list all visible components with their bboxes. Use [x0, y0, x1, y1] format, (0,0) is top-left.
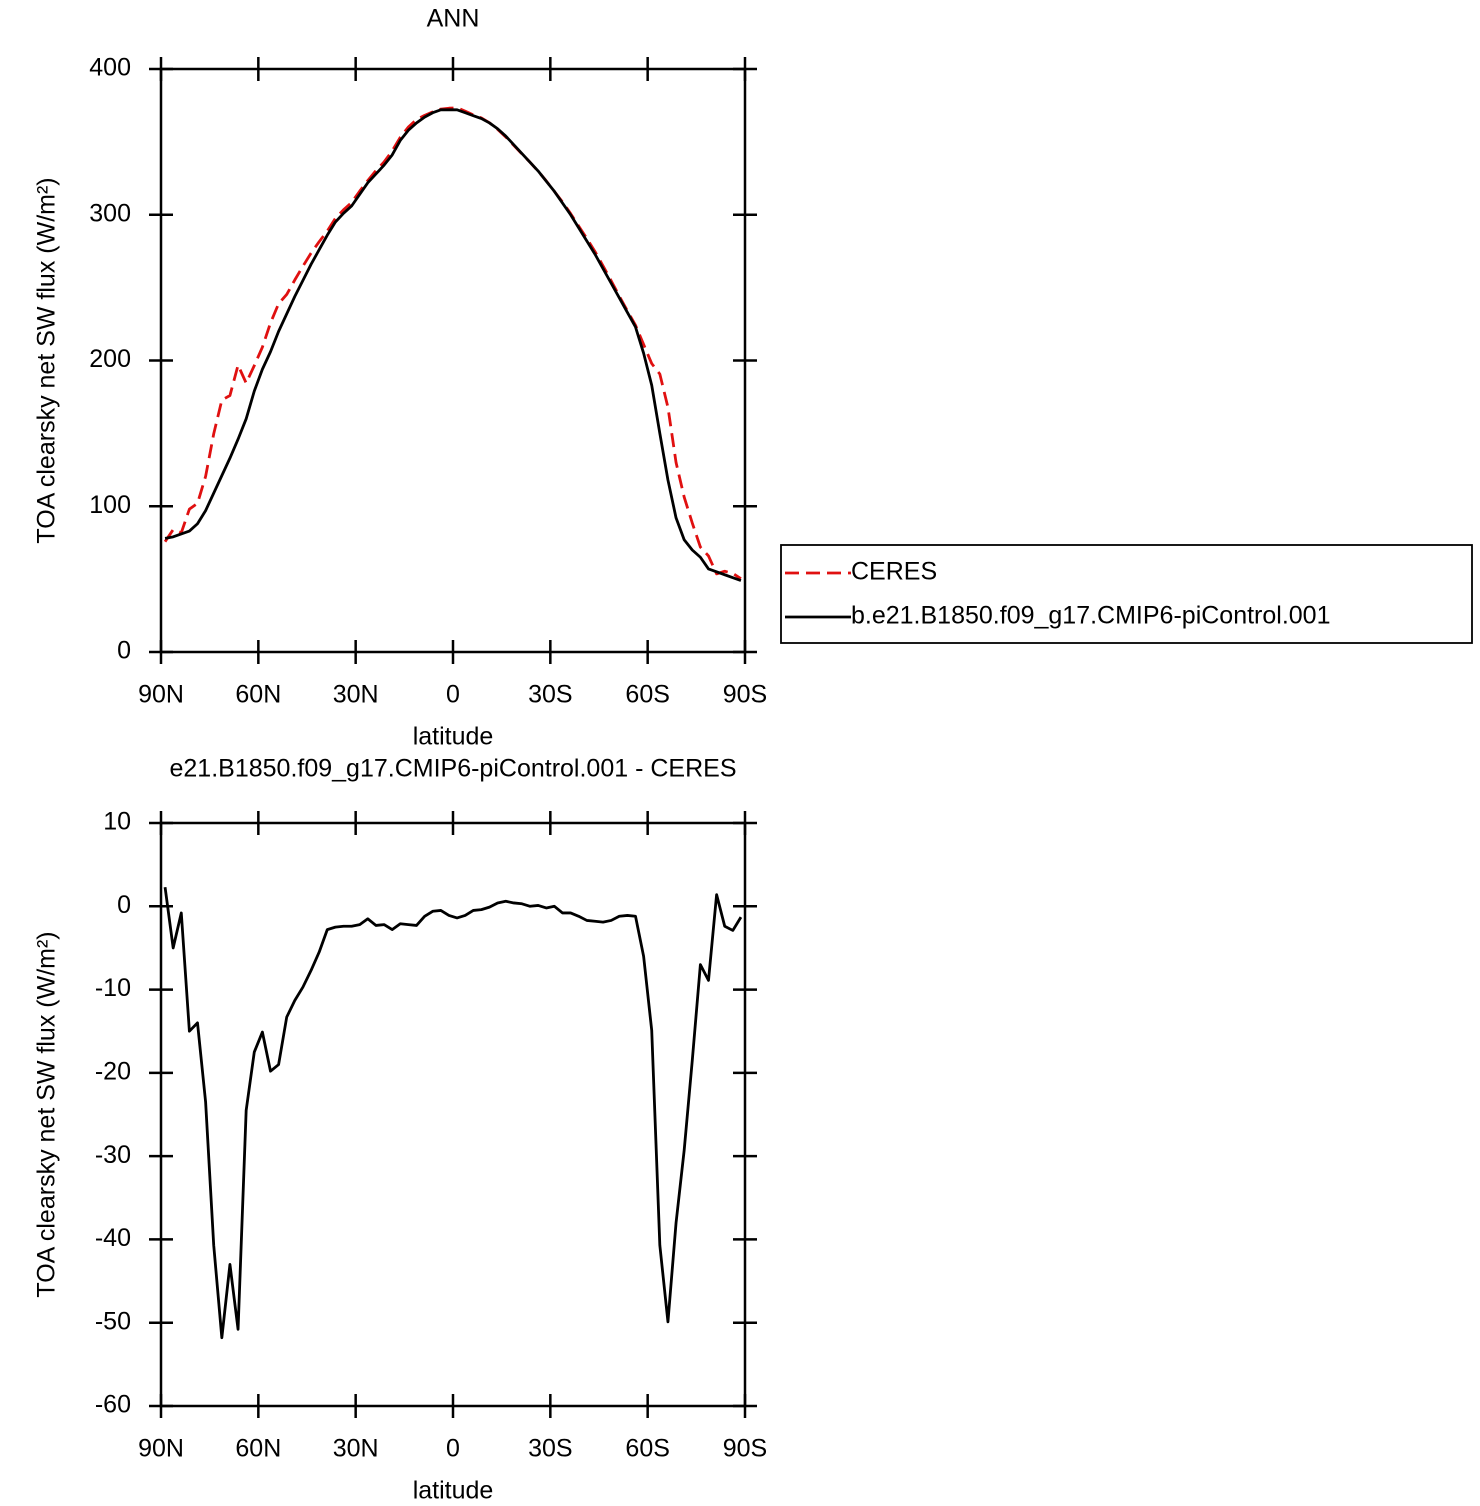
data-line — [163, 886, 743, 1340]
x-tick-label: 60N — [235, 681, 281, 709]
x-tick-label: 90S — [723, 1435, 767, 1463]
y-tick-label: 0 — [117, 637, 131, 665]
x-tick-label: 60S — [625, 681, 669, 709]
y-tick-label: 400 — [89, 54, 131, 82]
x-tick-label: 0 — [446, 681, 460, 709]
y-tick-label: 200 — [89, 345, 131, 373]
x-tick-label: 60S — [625, 1435, 669, 1463]
y-axis-label: TOA clearsky net SW flux (W/m²) — [33, 931, 61, 1297]
x-tick-label: 30S — [528, 681, 572, 709]
y-axis-label: TOA clearsky net SW flux (W/m²) — [33, 177, 61, 543]
x-tick-label: 0 — [446, 1435, 460, 1463]
y-tick-label: 100 — [89, 491, 131, 519]
y-tick-label: -10 — [95, 974, 131, 1002]
data-line — [164, 108, 742, 582]
chart-title: ANN — [427, 5, 480, 33]
chart-title: e21.B1850.f09_g17.CMIP6-piControl.001 - … — [170, 755, 737, 783]
y-tick-label: -20 — [95, 1057, 131, 1085]
x-tick-label: 60N — [235, 1435, 281, 1463]
x-tick-label: 30N — [333, 1435, 379, 1463]
y-tick-label: 10 — [103, 808, 131, 836]
x-tick-label: 90N — [138, 1435, 184, 1463]
x-axis-label: latitude — [413, 723, 494, 751]
y-tick-label: 300 — [89, 199, 131, 227]
y-tick-label: -50 — [95, 1307, 131, 1335]
y-tick-label: -30 — [95, 1141, 131, 1169]
legend-label: CERES — [851, 558, 937, 586]
y-tick-label: -60 — [95, 1391, 131, 1419]
plot-frame — [159, 821, 747, 1408]
y-tick-label: -40 — [95, 1224, 131, 1252]
x-tick-label: 30N — [333, 681, 379, 709]
y-tick-label: 0 — [117, 891, 131, 919]
x-tick-label: 90N — [138, 681, 184, 709]
legend-box — [780, 544, 1473, 644]
x-tick-label: 90S — [723, 681, 767, 709]
x-tick-label: 30S — [528, 1435, 572, 1463]
x-axis-label: latitude — [413, 1477, 494, 1505]
data-line — [163, 106, 742, 580]
plot-frame — [159, 67, 747, 654]
legend-label: b.e21.B1850.f09_g17.CMIP6-piControl.001 — [851, 602, 1331, 630]
